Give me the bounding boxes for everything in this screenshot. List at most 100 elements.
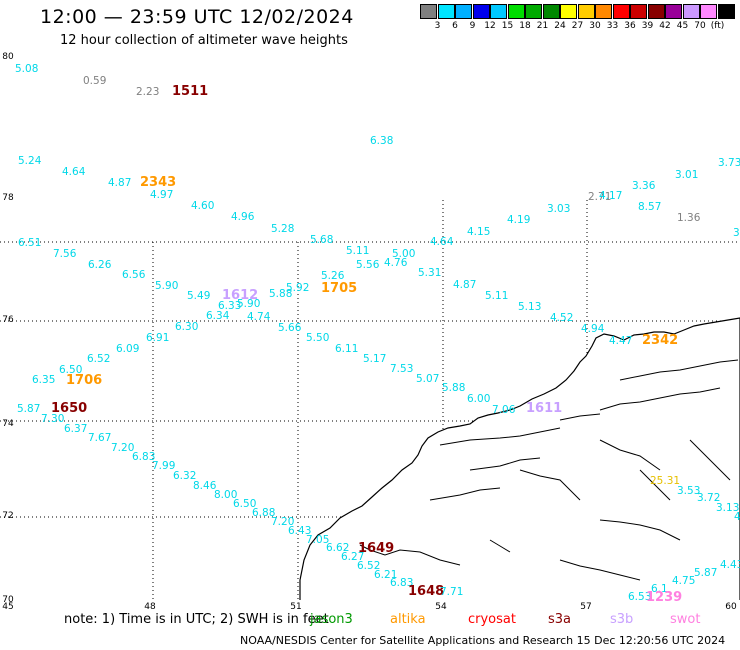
wave-height-value: 3.36 bbox=[632, 180, 656, 192]
wave-height-value: 5.88 bbox=[442, 382, 465, 394]
wave-height-value: 7.67 bbox=[88, 432, 111, 444]
note-text: note: 1) Time is in UTC; 2) SWH is in fe… bbox=[64, 612, 329, 627]
coastline bbox=[299, 317, 740, 600]
colorbar-cell bbox=[472, 4, 490, 19]
wave-height-value: 8.57 bbox=[638, 201, 661, 213]
wave-height-value: 3.03 bbox=[547, 203, 570, 215]
axis-ticks: 45 48 51 54 57 60 80 78 76 74 72 70 bbox=[2, 52, 737, 610]
wave-height-value: 7.53 bbox=[390, 363, 413, 375]
colorbar-label: 70 bbox=[694, 21, 706, 31]
wave-height-value: 5.88 bbox=[269, 288, 292, 300]
lon-tick-label: 45 bbox=[2, 602, 13, 610]
colorbar-cell bbox=[525, 4, 542, 19]
wave-height-value: 3.72 bbox=[697, 492, 720, 504]
lon-tick-label: 48 bbox=[144, 602, 156, 610]
lon-tick-label: 51 bbox=[290, 602, 301, 610]
wave-height-value: 6.56 bbox=[122, 269, 146, 281]
mission-label: jason3 bbox=[310, 612, 353, 627]
colorbar-label: 21 bbox=[536, 21, 549, 31]
wave-height-value: 4.64 bbox=[430, 236, 454, 248]
wave-height-value: 5.11 bbox=[485, 290, 508, 302]
wave-height-value: 6.91 bbox=[146, 332, 169, 344]
wave-height-value: 5.08 bbox=[15, 63, 38, 75]
wave-height-value: 6.34 bbox=[206, 310, 230, 322]
wave-height-value: 4.96 bbox=[231, 211, 255, 223]
colorbar-cell bbox=[682, 4, 700, 19]
colorbar-cell bbox=[490, 4, 507, 19]
wave-height-value: 4.19 bbox=[507, 214, 530, 226]
colorbar-cell bbox=[437, 4, 455, 19]
pass-time-label: 1511 bbox=[172, 84, 208, 99]
coastline-detail bbox=[519, 469, 581, 501]
colorbar-label: 15 bbox=[501, 21, 514, 31]
wave-height-value: 4.87 bbox=[108, 177, 131, 189]
wave-height-value: 3 bbox=[733, 227, 740, 239]
mission-label: s3a bbox=[548, 612, 572, 627]
wave-height-value: 7.06 bbox=[492, 404, 516, 416]
wave-height-value: 6.83 bbox=[390, 577, 413, 589]
wave-height-value: 5.66 bbox=[278, 322, 302, 334]
mission-label: swot bbox=[670, 612, 701, 627]
coastline-detail bbox=[559, 559, 641, 581]
wave-height-value: 3.73 bbox=[718, 157, 740, 169]
pass-time-label: 2342 bbox=[642, 333, 678, 348]
lat-tick-label: 80 bbox=[2, 52, 14, 62]
wave-height-value: 4.52 bbox=[550, 312, 573, 324]
wave-height-value: 5.90 bbox=[155, 280, 178, 292]
wave-height-value: 6.33 bbox=[218, 300, 241, 312]
wave-height-value: 6.27 bbox=[341, 551, 364, 563]
mission-label: altika bbox=[390, 612, 426, 627]
wave-height-value: 0.59 bbox=[83, 75, 106, 87]
colorbar-cell bbox=[717, 4, 735, 19]
colorbar-cell bbox=[647, 4, 665, 19]
wave-height-value: 5.00 bbox=[392, 248, 415, 260]
wave-height-value: 6.43 bbox=[288, 525, 311, 537]
coastline-detail bbox=[689, 439, 731, 481]
wave-height-value: 5.28 bbox=[271, 223, 294, 235]
wave-height-value: 5.49 bbox=[187, 290, 210, 302]
colorbar-cell bbox=[595, 4, 612, 19]
lat-tick-label: 74 bbox=[2, 419, 14, 429]
wave-height-value: 6.88 bbox=[252, 507, 275, 519]
lat-tick-label: 78 bbox=[2, 193, 14, 203]
colorbar-cell bbox=[455, 4, 472, 19]
wave-height-value: 5.92 bbox=[286, 282, 309, 294]
colorbar-label: 18 bbox=[519, 21, 531, 31]
wave-height-value: 2.23 bbox=[136, 86, 159, 98]
colorbar-label: 9 bbox=[469, 21, 476, 31]
wave-height-value: 5.31 bbox=[418, 267, 441, 279]
wave-height-value: 4.15 bbox=[467, 226, 490, 238]
wave-height-value: 5.26 bbox=[321, 270, 345, 282]
wave-height-value: 6.26 bbox=[88, 259, 112, 271]
lat-tick-label: 76 bbox=[2, 315, 14, 325]
wave-height-value: 6.52 bbox=[357, 560, 380, 572]
colorbar-label: (ft) bbox=[710, 21, 725, 31]
colorbar-cell bbox=[612, 4, 630, 19]
colorbar-label: 42 bbox=[659, 21, 671, 31]
wave-height-labels: 5.08 0.59 2.23 1511 6.38 5.24 4.64 4.87 23434.97… bbox=[15, 63, 740, 605]
colorbar-label: 33 bbox=[606, 21, 619, 31]
colorbar-cell bbox=[700, 4, 717, 19]
colorbar-label: 30 bbox=[589, 21, 601, 31]
wave-height-value: 6.53 bbox=[628, 591, 651, 603]
wave-height-value: 4.75 bbox=[672, 575, 695, 587]
wave-height-value: 6.62 bbox=[326, 542, 349, 554]
footer-credit: NOAA/NESDIS Center for Satellite Applica… bbox=[240, 634, 726, 647]
wave-height-value: 6.35 bbox=[32, 374, 55, 386]
map-subtitle: 12 hour collection of altimeter wave hei… bbox=[60, 33, 348, 48]
wave-height-value: 4.60 bbox=[191, 200, 214, 212]
mission-label: cryosat bbox=[468, 612, 516, 627]
wave-height-value: 7.20 bbox=[111, 442, 134, 454]
wave-height-value: 4.64 bbox=[62, 166, 86, 178]
pass-time-label: 1612 bbox=[222, 288, 258, 303]
wave-height-value: 4.17 bbox=[599, 190, 622, 202]
wave-height-value: 4.97 bbox=[150, 189, 173, 201]
wave-height-value: 7.30 bbox=[41, 413, 64, 425]
pass-time-label: 1705 bbox=[321, 281, 357, 296]
wave-height-value: 7.71 bbox=[440, 586, 463, 598]
lat-tick-label: 70 bbox=[2, 595, 14, 605]
wave-height-value: 6.32 bbox=[173, 470, 196, 482]
lon-tick-label: 54 bbox=[435, 602, 447, 610]
wave-height-value: 6.30 bbox=[175, 321, 198, 333]
wave-height-value: 4.76 bbox=[384, 257, 408, 269]
